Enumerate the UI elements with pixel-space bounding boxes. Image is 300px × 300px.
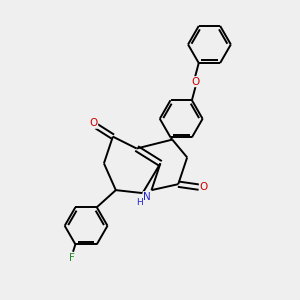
Text: N: N bbox=[143, 192, 151, 202]
Text: F: F bbox=[69, 253, 75, 263]
Text: O: O bbox=[200, 182, 208, 192]
Text: O: O bbox=[191, 76, 200, 87]
Text: H: H bbox=[136, 198, 142, 207]
Text: O: O bbox=[89, 118, 98, 128]
